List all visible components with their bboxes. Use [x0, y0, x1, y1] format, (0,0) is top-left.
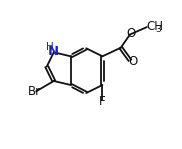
Text: H: H: [46, 42, 54, 52]
Text: CH: CH: [147, 20, 164, 33]
Text: Br: Br: [28, 85, 41, 98]
Text: 3: 3: [155, 25, 161, 34]
Text: N: N: [48, 45, 59, 58]
Text: O: O: [128, 55, 138, 68]
Text: O: O: [126, 27, 136, 40]
Text: F: F: [99, 95, 106, 108]
